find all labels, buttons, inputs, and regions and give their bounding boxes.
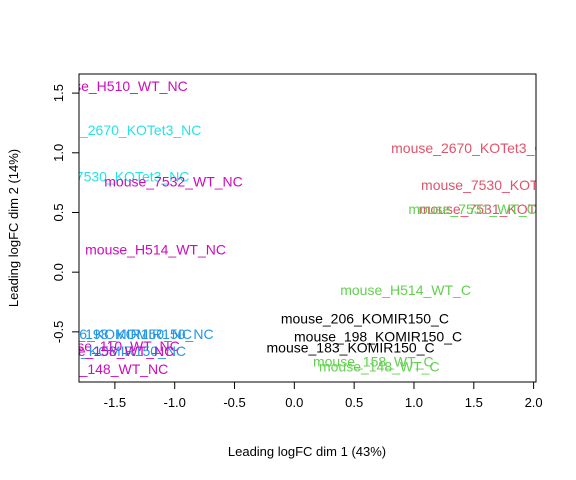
point-label: mouse_183_KOMIR150_NC xyxy=(8,343,186,359)
point-label: mouse_198_KOMIR150_NC xyxy=(35,326,213,342)
point-label: mouse_H514_WT_NC xyxy=(85,241,226,257)
point-labels: mouse_H510_WT_NC mouse_2670_KOTet3_NCmous… xyxy=(8,78,574,377)
x-tick-label: 0.5 xyxy=(345,395,363,410)
point-label: mouse_7531_WT_C xyxy=(408,201,536,217)
point-label: mouse_110_WT_NC xyxy=(50,338,180,354)
point-label: mouse_7530_KOTet3_C xyxy=(421,177,574,193)
point-label: mouse_H514_WT_C xyxy=(340,282,471,298)
x-tick-label: 0.0 xyxy=(285,395,303,410)
point-label: mouse_158_WT_NC xyxy=(44,343,175,359)
point-label: mouse_183_KOMIR150_C xyxy=(267,339,435,355)
point-label: mouse_2670_KOTet3_C xyxy=(391,140,544,156)
y-tick-label: -0.5 xyxy=(51,321,66,343)
point-label: mouse_148_WT_C xyxy=(319,358,440,374)
x-tick-label: 1.0 xyxy=(405,395,423,410)
point-label: mouse_7530_KOTet3_NC xyxy=(26,169,189,185)
y-tick-label: 0.0 xyxy=(51,263,66,281)
point-label: mouse_206_KOMIR150_NC xyxy=(14,326,192,342)
y-tick-label: 0.5 xyxy=(51,203,66,221)
point-label: mouse_198_KOMIR150_C xyxy=(294,329,462,345)
x-tick-label: -1.5 xyxy=(104,395,126,410)
y-tick-label: 1.0 xyxy=(51,144,66,162)
plot-frame xyxy=(78,73,537,383)
x-axis-label: Leading logFC dim 1 (43%) xyxy=(228,444,386,459)
y-tick-label: 1.5 xyxy=(51,84,66,102)
point-label: mouse_158_WT_C xyxy=(313,354,434,370)
y-axis: -0.5 0.0 0.5 1.0 1.5 xyxy=(51,84,80,343)
point-label: mouse_7531_KOTet3_C xyxy=(419,201,572,217)
x-tick-label: -0.5 xyxy=(223,395,245,410)
point-label: mouse_148_WT_NC xyxy=(38,361,169,377)
x-tick-label: 1.5 xyxy=(465,395,483,410)
y-axis-label: Leading logFC dim 2 (14%) xyxy=(6,149,21,307)
point-label: mouse_2670_KOTet3_NC xyxy=(38,122,201,138)
point-label: mouse_206_KOMIR150_C xyxy=(281,311,449,327)
x-tick-label: 2.0 xyxy=(525,395,543,410)
x-axis: -1.5 -1.0 -0.5 0.0 0.5 1.0 1.5 2.0 xyxy=(104,381,543,410)
x-tick-label: -1.0 xyxy=(164,395,186,410)
point-label: mouse_H510_WT_NC xyxy=(47,78,188,94)
point-label: mouse_7532_WT_NC xyxy=(104,173,243,189)
